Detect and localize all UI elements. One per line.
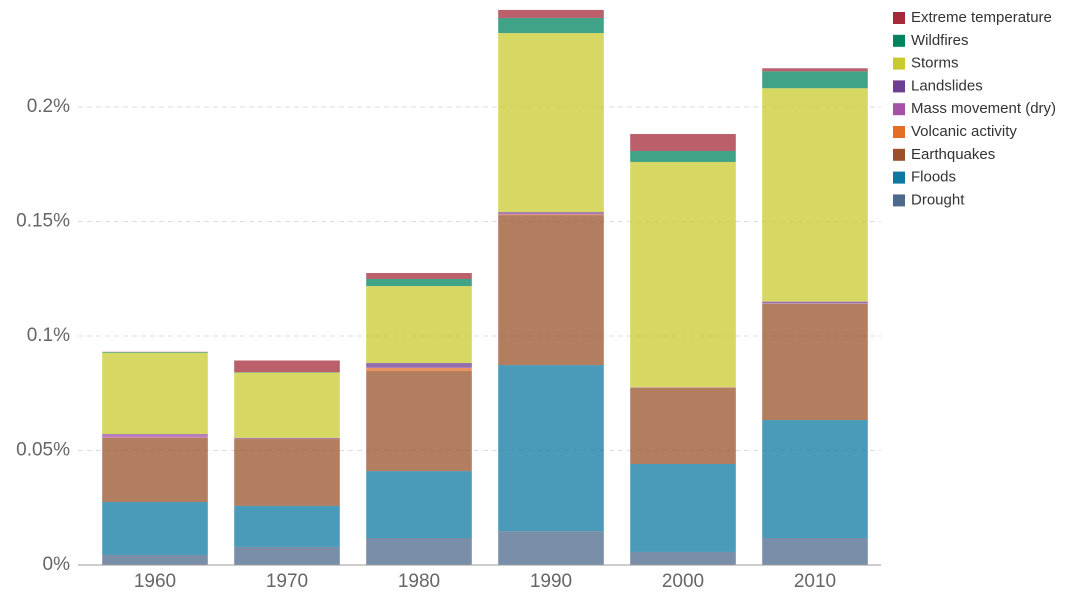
legend-label: Mass movement (dry) [911, 100, 1056, 117]
bar-segment [234, 505, 340, 547]
bar-segment [630, 134, 736, 151]
bar-segment [762, 537, 868, 565]
bar-segment [762, 68, 868, 72]
bar-segment [498, 531, 604, 565]
bar-segment [498, 212, 604, 214]
bar-segment [366, 537, 472, 565]
y-tick-label: 0.15% [16, 211, 70, 232]
legend-label: Volcanic activity [911, 123, 1017, 140]
y-tick-label: 0.05% [16, 440, 70, 461]
bar-segment [366, 363, 472, 368]
legend-swatch [893, 12, 905, 24]
bar-segment [498, 365, 604, 532]
y-tick-label: 0.1% [27, 325, 70, 346]
x-tick-label: 1990 [530, 571, 572, 592]
y-tick-label: 0% [43, 554, 71, 575]
bar-segment [366, 368, 472, 372]
bar-segment [102, 554, 208, 565]
bar-segment [234, 360, 340, 373]
legend-swatch [893, 194, 905, 207]
legend-swatch [893, 34, 905, 47]
bar-segment [366, 286, 472, 364]
bar-segment [234, 546, 340, 565]
legend-swatch [893, 80, 905, 93]
bar-segment [102, 352, 208, 353]
bar-segment [498, 17, 604, 34]
bar-segment [366, 471, 472, 538]
bar-segment [366, 273, 472, 279]
bar-segment [102, 434, 208, 435]
legend-label: Landslides [911, 77, 983, 94]
legend-swatch [893, 148, 905, 161]
legend-label: Earthquakes [911, 146, 995, 163]
legend-label: Floods [911, 169, 956, 186]
legend-label: Wildfires [911, 32, 969, 49]
bar-segment [630, 464, 736, 552]
legend-swatch [893, 103, 905, 116]
legend-swatch [893, 171, 905, 184]
x-tick-label: 1970 [266, 571, 308, 592]
x-tick-label: 1960 [134, 571, 176, 592]
y-tick-label: 0.2% [27, 96, 70, 117]
bar-segment [366, 367, 472, 369]
bar-segment [630, 551, 736, 565]
legend-label: Storms [911, 55, 959, 72]
bar-segment [630, 387, 736, 465]
bar-segment [102, 352, 208, 435]
bar-segment [498, 215, 604, 366]
bar-segment [498, 214, 604, 216]
bar-segment [630, 150, 736, 162]
bar-segment [234, 437, 340, 439]
bar-segment [762, 301, 868, 304]
legend-label: Drought [911, 191, 965, 208]
x-tick-label: 1980 [398, 571, 440, 592]
legend-swatch [893, 126, 905, 138]
bar-segment [102, 434, 208, 438]
bar-segment [498, 9, 604, 18]
bar-segment [762, 88, 868, 302]
bar-segment [102, 437, 208, 503]
bar-segment [630, 161, 736, 388]
bar-segment [762, 303, 868, 421]
bar-segment [762, 420, 868, 538]
x-tick-label: 2010 [794, 571, 836, 592]
bar-segment [366, 371, 472, 472]
legend-swatch [893, 57, 905, 70]
bar-segment [102, 502, 208, 555]
bar-segment [762, 71, 868, 89]
bar-segment [498, 33, 604, 213]
bar-segment [234, 439, 340, 506]
bar-segment [234, 372, 340, 438]
bar-segment [366, 278, 472, 287]
legend-label: Extreme temperature [911, 9, 1052, 26]
x-tick-label: 2000 [662, 571, 704, 592]
bar-segment [498, 213, 604, 215]
